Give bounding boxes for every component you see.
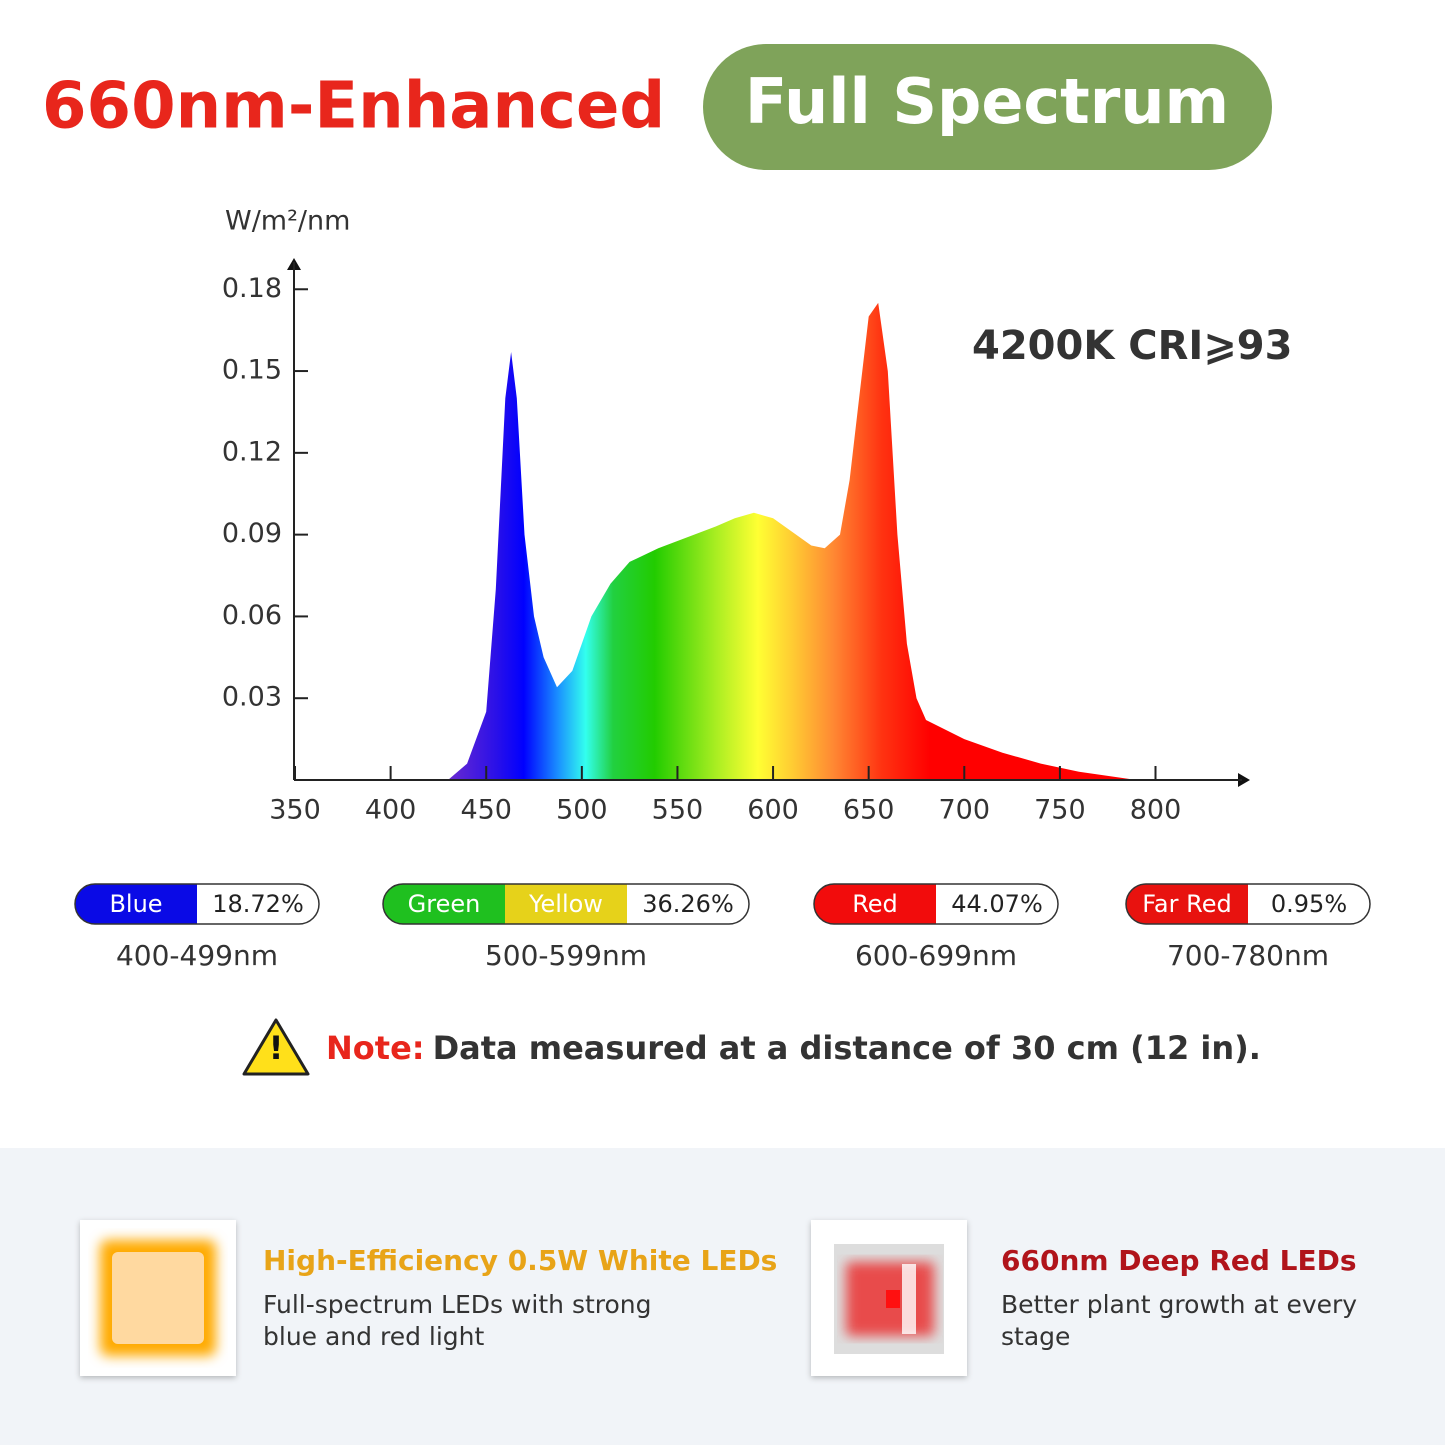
x-tick-label: 550 bbox=[652, 795, 704, 826]
legend-percent: 18.72% bbox=[212, 890, 304, 918]
legend-outline bbox=[1125, 883, 1371, 925]
y-axis-label: W/m²/nm bbox=[225, 206, 350, 237]
legend-label: Yellow bbox=[528, 890, 603, 918]
legend-label: Green bbox=[408, 890, 481, 918]
spectrum-area bbox=[448, 302, 1137, 780]
legend-range: 500-599nm bbox=[485, 939, 647, 972]
legend-percent: 36.26% bbox=[642, 890, 734, 918]
led-chip bbox=[886, 1290, 900, 1308]
x-tick-label: 600 bbox=[747, 795, 799, 826]
x-tick-label: 700 bbox=[939, 795, 991, 826]
plot: 0.03 0.06 0.09 0.12 0.15 0.18 350 400 450 500 550 6… bbox=[222, 273, 1181, 826]
y-tick-label: 0.06 bbox=[222, 600, 282, 631]
legend-label: Red bbox=[852, 890, 898, 918]
feature-description: Full-spectrum LEDs with strong blue and … bbox=[263, 1290, 652, 1351]
note-label: Note: bbox=[326, 1029, 425, 1067]
legend: Blue 18.72% 400-499nm Green Yellow 36.26% 500-… bbox=[74, 883, 1371, 972]
legend-percent: 44.07% bbox=[951, 890, 1043, 918]
legend-item bbox=[383, 884, 627, 924]
pill bbox=[703, 44, 1272, 170]
annotation: 4200K CRI⩾93 bbox=[972, 323, 1292, 369]
chart-subtitle: Full Spectrum bbox=[745, 65, 1229, 138]
legend-label: Far Red bbox=[1142, 890, 1231, 918]
x-tick-label: 500 bbox=[556, 795, 608, 826]
legend-range: 600-699nm bbox=[855, 939, 1017, 972]
warning-icon bbox=[242, 1018, 310, 1076]
note: Note: Data measured at a distance of 30 c… bbox=[326, 1029, 1261, 1067]
feature-band bbox=[0, 1148, 1445, 1445]
x-tick-label: 650 bbox=[843, 795, 895, 826]
led-strip bbox=[902, 1264, 916, 1334]
y-tick-label: 0.09 bbox=[222, 518, 282, 549]
note-text: Data measured at a distance of 30 cm (12… bbox=[433, 1029, 1261, 1067]
warning-mark: ! bbox=[269, 1029, 284, 1067]
y-tick-label: 0.12 bbox=[222, 436, 282, 467]
feature-title: High-Efficiency 0.5W White LEDs bbox=[263, 1244, 778, 1277]
legend-swatch bbox=[75, 884, 197, 924]
y-tick-label: 0.15 bbox=[222, 355, 282, 386]
legend-outline bbox=[74, 883, 320, 925]
y-tick-label: 0.03 bbox=[222, 682, 282, 713]
legend-item bbox=[1126, 884, 1248, 924]
legend-swatch bbox=[1126, 884, 1248, 924]
x-tick-label: 350 bbox=[269, 795, 321, 826]
y-tick-label: 0.18 bbox=[222, 273, 282, 304]
x-tick-label: 400 bbox=[365, 795, 417, 826]
legend-swatch bbox=[505, 884, 627, 924]
legend-percent: 0.95% bbox=[1271, 890, 1347, 918]
legend-swatch bbox=[814, 884, 936, 924]
legend-swatch bbox=[383, 884, 505, 924]
legend-range: 400-499nm bbox=[116, 939, 278, 972]
legend-item bbox=[75, 884, 197, 924]
chart-title: 660nm-Enhanced bbox=[42, 70, 665, 144]
legend-item bbox=[814, 884, 936, 924]
x-tick-label: 450 bbox=[460, 795, 512, 826]
legend-label: Blue bbox=[109, 890, 162, 918]
legend-range: 700-780nm bbox=[1167, 939, 1329, 972]
feature-description: Better plant growth at every stage bbox=[1001, 1290, 1358, 1351]
legend-outline bbox=[382, 883, 750, 925]
feature-title: 660nm Deep Red LEDs bbox=[1001, 1244, 1357, 1277]
led-white bbox=[112, 1252, 204, 1344]
x-tick-label: 800 bbox=[1130, 795, 1182, 826]
legend-outline bbox=[813, 883, 1059, 925]
x-tick-label: 750 bbox=[1034, 795, 1086, 826]
